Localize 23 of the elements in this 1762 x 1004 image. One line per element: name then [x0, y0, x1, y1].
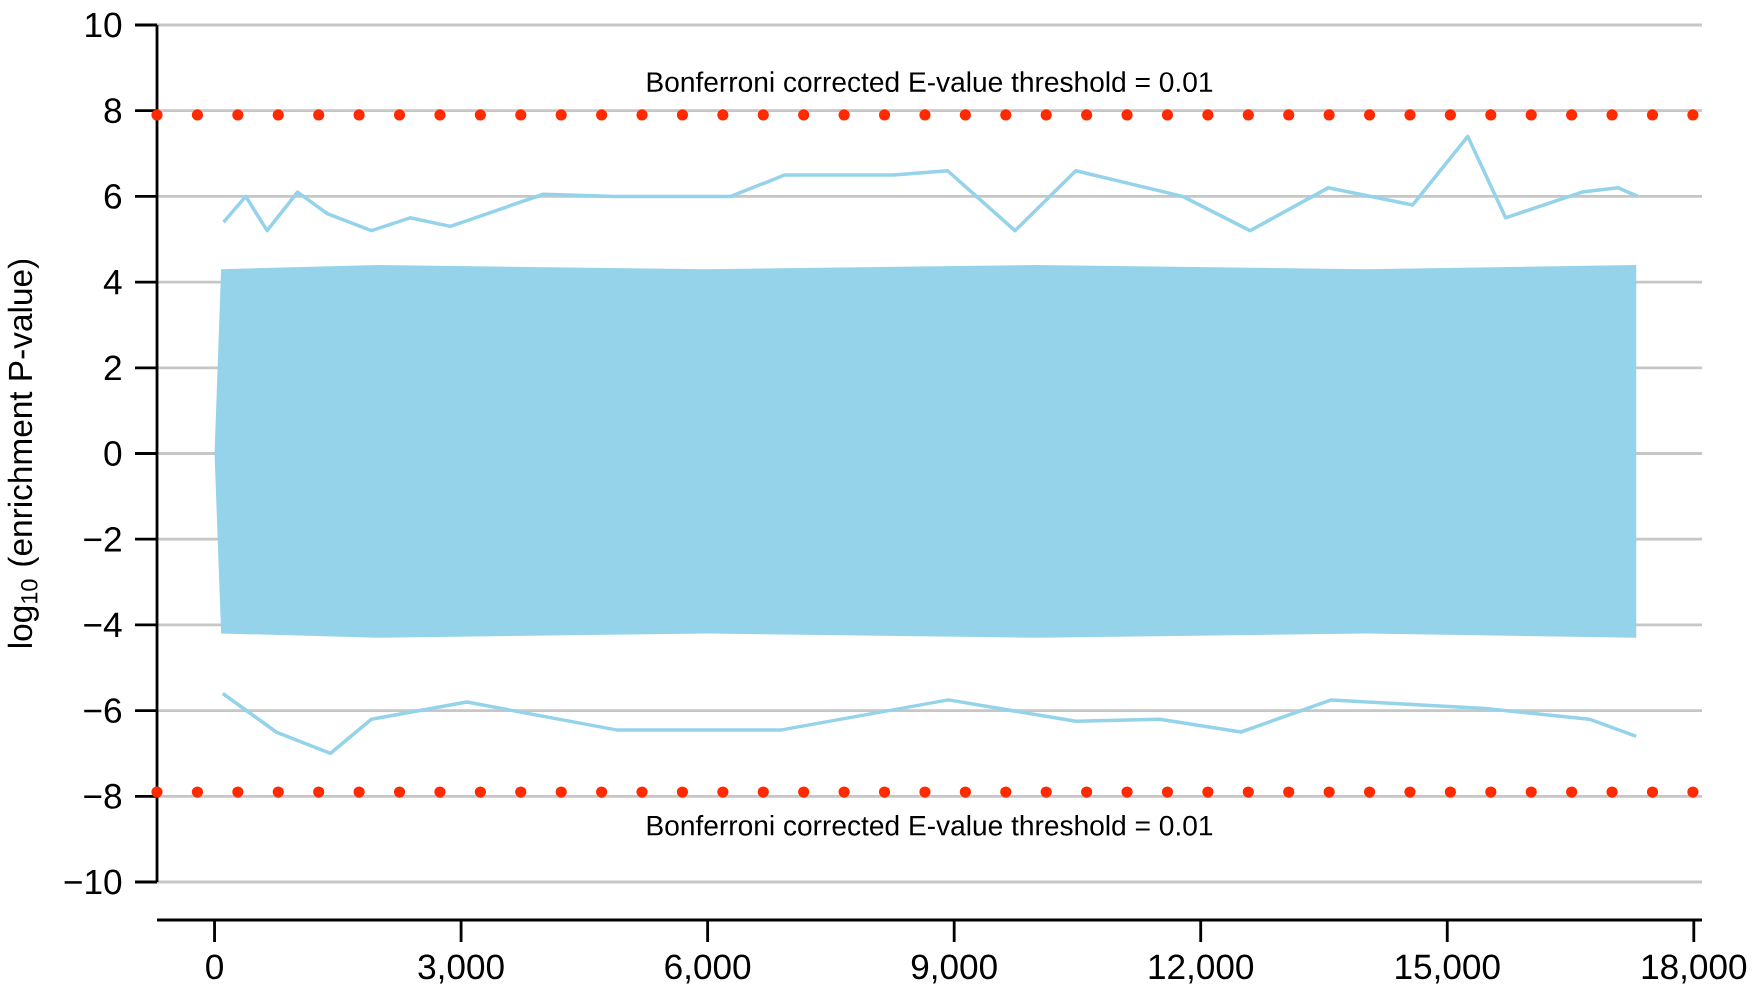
x-tick-label: 0 — [206, 954, 223, 980]
x-tick-label: 3,000 — [418, 954, 504, 984]
y-tick-label: −6 — [84, 698, 122, 724]
x-tick-label: 9,000 — [911, 954, 997, 984]
y-tick-label: 2 — [104, 355, 121, 381]
line-series — [221, 134, 1640, 233]
y-axis-title: log$_{10}$ (enrichment P-value) — [7, 259, 39, 647]
y-tick-label: −2 — [84, 526, 121, 552]
y-tick-label: 4 — [103, 270, 122, 295]
y-tick-label: −10 — [64, 869, 122, 895]
y-tick-label: 8 — [104, 98, 122, 124]
y-tick-label: −4 — [84, 612, 122, 637]
y-tick-label: −8 — [84, 783, 122, 809]
x-tick-label: 15,000 — [1396, 954, 1500, 984]
x-tick-label: 12,000 — [1149, 954, 1254, 984]
x-tick-label: 18,000 — [1642, 954, 1747, 984]
y-tick-label: 0 — [104, 441, 122, 466]
x-tick-label: 6,000 — [665, 954, 751, 984]
y-tick-label: 10 — [86, 12, 122, 38]
line-series — [221, 691, 1639, 756]
annotation: Bonferroni corrected E-value threshold = 0.01 — [647, 814, 1213, 836]
annotation: Bonferroni corrected E-value threshold = 0.01 — [647, 71, 1213, 93]
y-tick-label: 6 — [104, 183, 122, 209]
